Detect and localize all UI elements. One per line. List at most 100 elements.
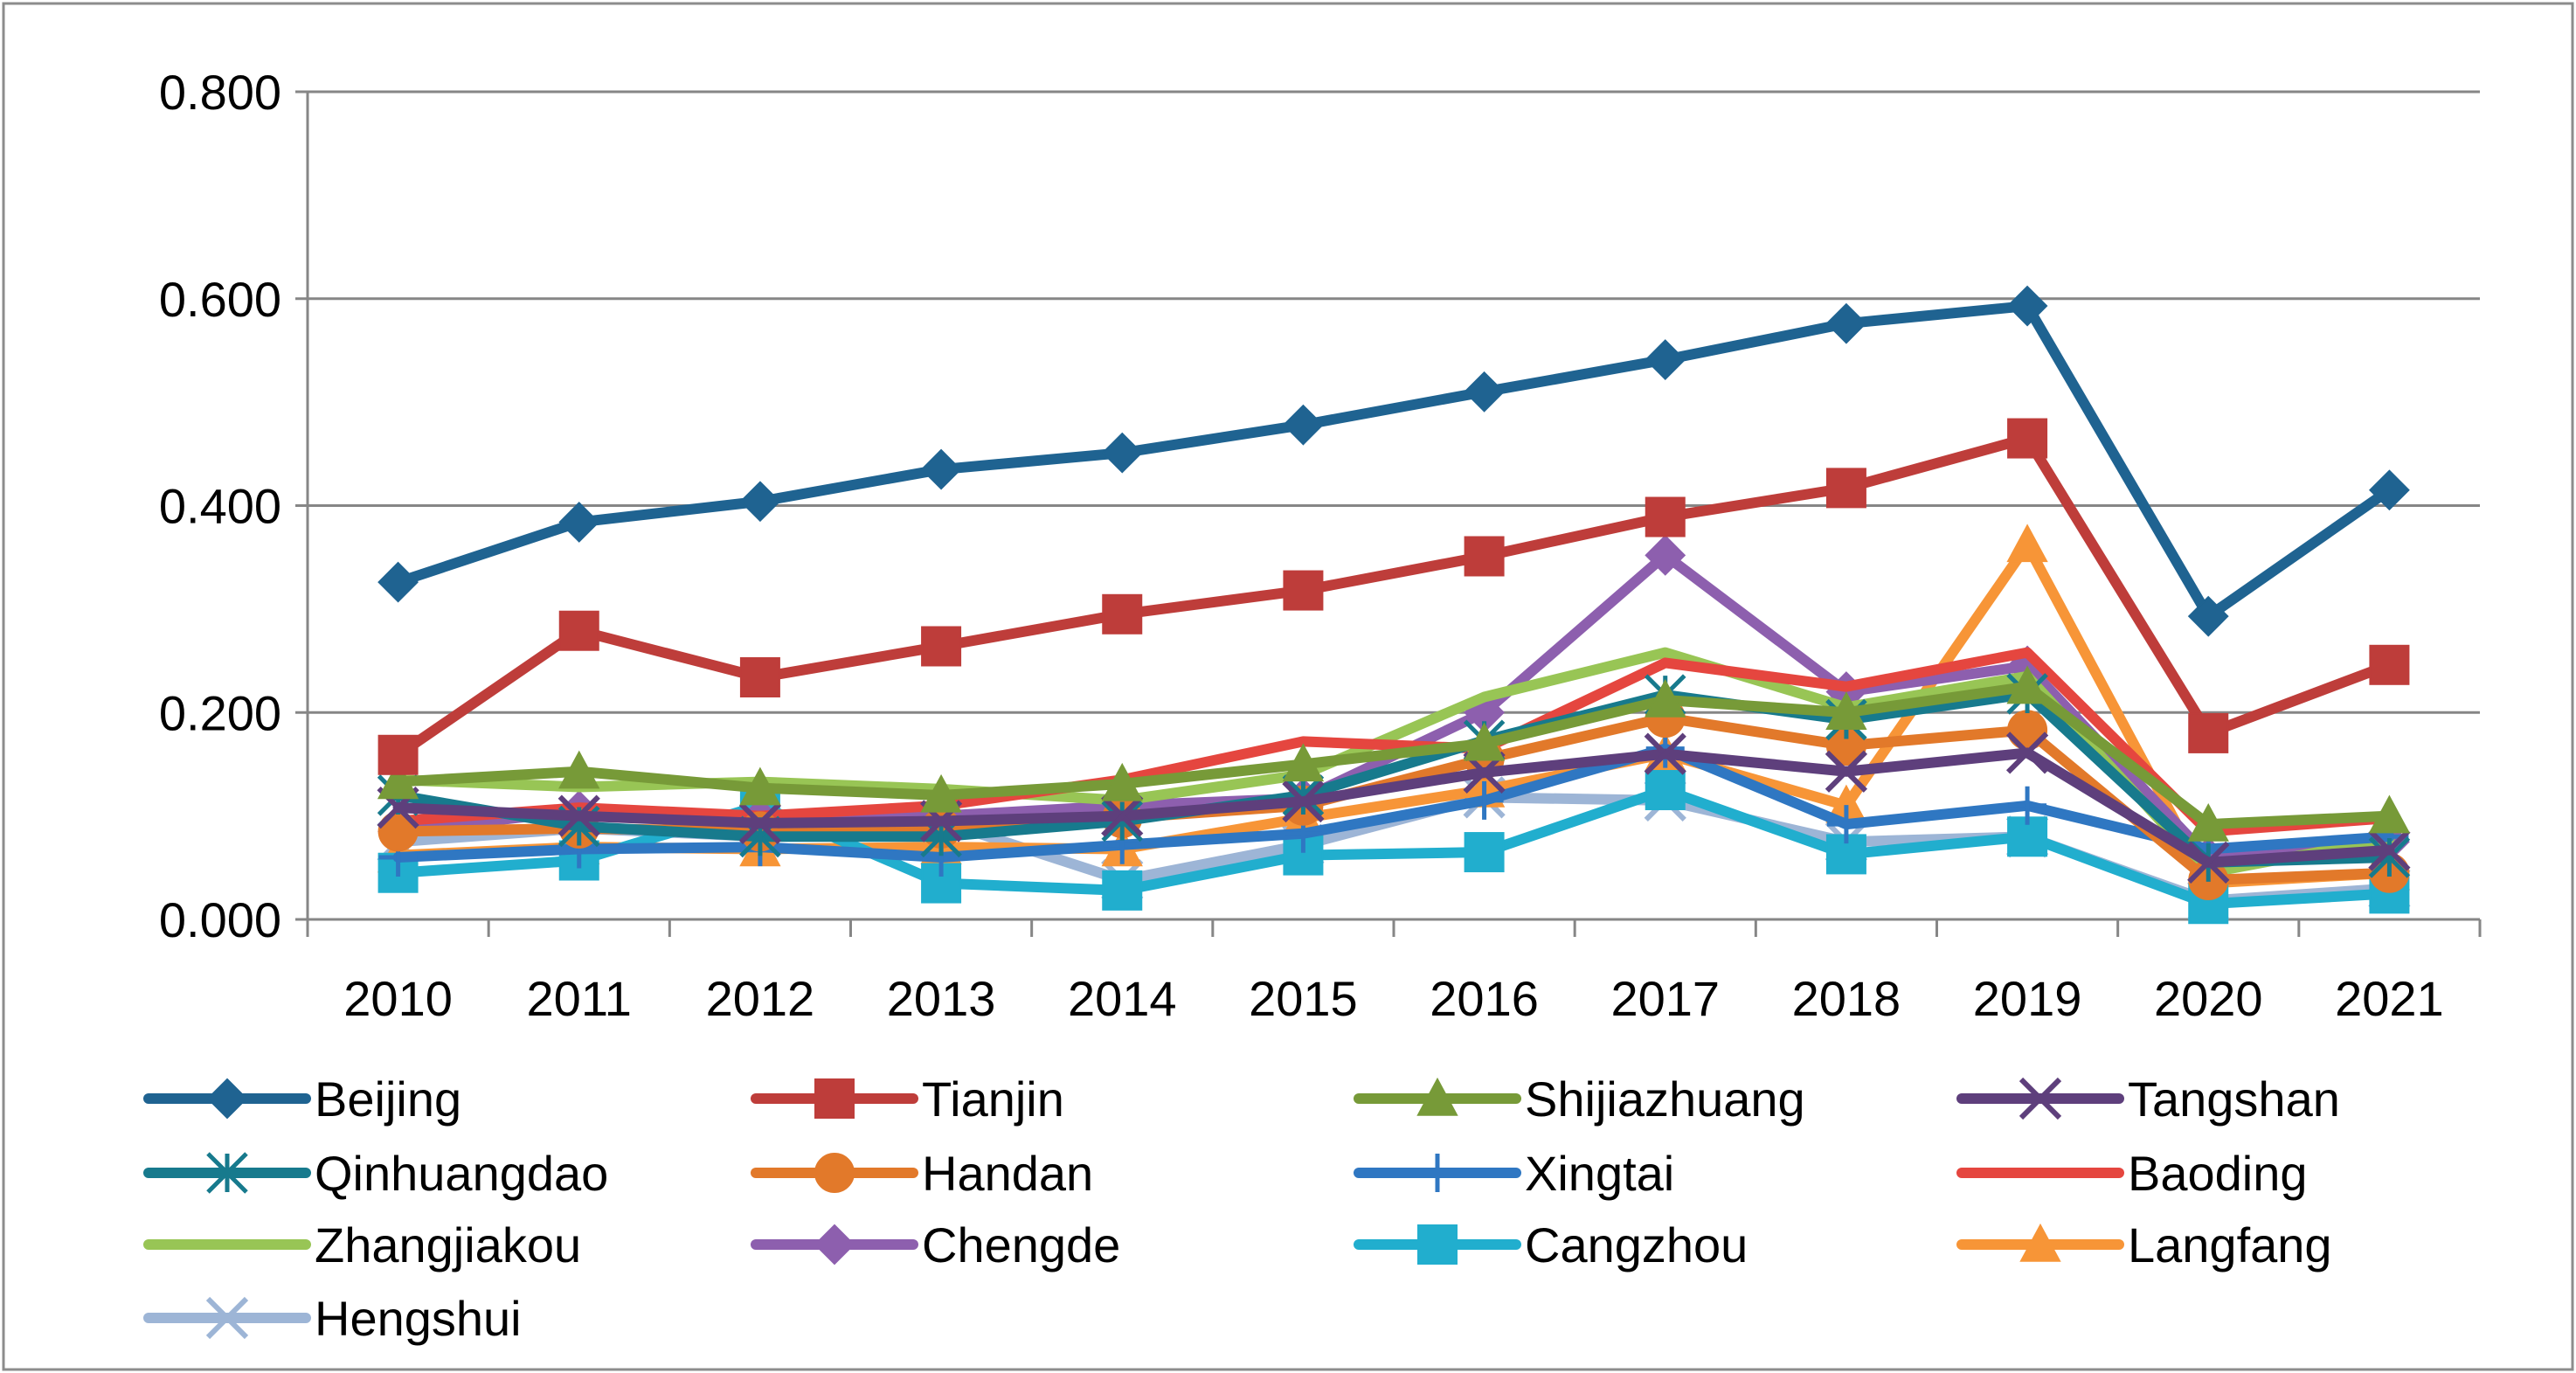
data-point-shijiazhuang — [377, 760, 419, 800]
x-tick-label: 2015 — [1249, 971, 1358, 1026]
legend-marker — [1418, 1154, 1457, 1192]
data-point-tangshan-stroke — [557, 794, 600, 837]
data-point-langfang — [2006, 524, 2048, 563]
legend-marker — [814, 1078, 855, 1119]
legend-label: Beijing — [315, 1071, 461, 1127]
data-point-tianjin — [2369, 644, 2410, 685]
axes: 0.000 0.200 0.400 0.600 0.800 2010 2011 2012 201… — [159, 65, 2482, 1026]
data-point-beijing — [920, 448, 962, 490]
data-point-qinhuangdao — [1282, 774, 1325, 816]
data-point-tianjin — [1102, 593, 1143, 634]
data-point-tangshan-stroke — [2187, 841, 2230, 884]
legend-marker — [814, 1153, 855, 1193]
legend-item-qinhuangdao: Qinhuangdao — [143, 1146, 608, 1201]
legend-label: Langfang — [2128, 1217, 2332, 1272]
data-point-cangzhou — [1102, 870, 1143, 911]
x-tick-label: 2011 — [527, 971, 632, 1026]
data-point-tangshan — [2005, 732, 2049, 774]
data-point-shijiazhuang — [1645, 678, 1686, 718]
data-point-shijiazhuang — [1101, 762, 1143, 801]
legend-label: Chengde — [922, 1217, 1120, 1272]
data-point-tangshan-stroke — [1101, 794, 1144, 837]
y-tick-label: 0.600 — [159, 272, 281, 327]
series-beijing — [377, 285, 2410, 637]
data-point-beijing — [1101, 432, 1143, 474]
legend-item-langfang: Langfang — [1956, 1217, 2332, 1272]
x-tick-label: 2018 — [1792, 971, 1901, 1026]
data-point-handan — [2007, 710, 2048, 751]
legend-item-xingtai: Xingtai — [1354, 1146, 1674, 1201]
data-point-cangzhou — [1645, 770, 1686, 811]
data-point-tangshan — [1101, 794, 1144, 837]
data-point-tangshan-stroke — [738, 801, 782, 845]
data-point-tangshan-stroke — [1825, 750, 1868, 793]
data-point-tianjin — [739, 657, 780, 698]
legend-item-zhangjiakou: Zhangjiakou — [143, 1217, 581, 1272]
legend-item-chengde: Chengde — [751, 1217, 1120, 1272]
data-point-shijiazhuang — [1825, 691, 1867, 730]
data-point-tianjin — [377, 734, 419, 775]
data-point-shijiazhuang — [920, 773, 962, 813]
data-point-shijiazhuang — [1282, 743, 1325, 782]
series-tianjin — [377, 418, 2410, 775]
legend-label: Baoding — [2128, 1146, 2308, 1201]
legend-item-handan: Handan — [751, 1146, 1093, 1201]
data-point-shijiazhuang — [2006, 665, 2048, 704]
series-tangshan — [377, 732, 2411, 884]
x-tick-label: 2017 — [1610, 971, 1720, 1026]
legend-item-baoding: Baoding — [1956, 1146, 2308, 1201]
legend-item-tangshan: Tangshan — [1956, 1071, 2340, 1127]
legend-label: Qinhuangdao — [315, 1146, 608, 1201]
y-tick-label: 0.800 — [159, 65, 281, 120]
data-point-beijing — [558, 502, 600, 543]
data-point-tianjin — [1645, 496, 1686, 537]
data-point-beijing — [2369, 469, 2410, 511]
data-point-tianjin — [558, 610, 599, 651]
data-point-tangshan-stroke — [1644, 732, 1686, 775]
data-point-tianjin — [2188, 712, 2229, 753]
series-line-tianjin — [392, 433, 2395, 760]
data-point-chengde — [1645, 534, 1686, 576]
data-point-tangshan-stroke — [2005, 732, 2049, 774]
data-point-cangzhou — [1464, 832, 1505, 873]
y-tick-label: 0.200 — [159, 685, 281, 740]
legend-marker — [814, 1224, 855, 1266]
data-point-tangshan — [1282, 780, 1325, 823]
legend-label: Hengshui — [315, 1291, 522, 1346]
data-point-shijiazhuang — [2187, 802, 2229, 842]
series-line-baoding — [392, 647, 2395, 837]
x-tick-label: 2019 — [1973, 971, 2082, 1026]
legend-marker — [1416, 1077, 1458, 1116]
data-point-shijiazhuang — [558, 750, 600, 789]
data-point-tianjin — [1464, 536, 1505, 577]
data-point-xingtai — [2008, 786, 2047, 825]
series-line-beijing — [392, 301, 2395, 622]
legend-item-hengshui: Hengshui — [143, 1291, 522, 1346]
data-point-tangshan — [1644, 732, 1686, 775]
data-point-beijing — [2006, 285, 2048, 327]
series-line-xingtai — [392, 743, 2395, 863]
x-tick-label: 2014 — [1068, 971, 1177, 1026]
data-point-tangshan — [557, 794, 600, 837]
data-point-beijing — [377, 561, 419, 603]
y-tick-label: 0.400 — [159, 479, 281, 534]
series-line-tangshan — [392, 747, 2395, 868]
data-point-beijing — [1645, 339, 1686, 381]
series-line-qinhuangdao — [392, 688, 2395, 868]
data-point-shijiazhuang — [739, 766, 781, 806]
data-point-tangshan-stroke — [1282, 780, 1325, 823]
legend-marker-stroke — [205, 1296, 249, 1340]
data-point-cangzhou — [1825, 834, 1866, 875]
legend-label: Zhangjiakou — [315, 1217, 581, 1272]
data-point-tianjin — [1283, 570, 1324, 611]
series-shijiazhuang — [377, 665, 2411, 842]
data-point-beijing — [1825, 302, 1867, 344]
legend-label: Tianjin — [922, 1071, 1064, 1127]
legend-label: Xingtai — [1525, 1146, 1674, 1201]
data-point-beijing — [2187, 595, 2229, 637]
x-tick-label: 2021 — [2335, 971, 2444, 1026]
legend-marker — [2019, 1223, 2061, 1262]
